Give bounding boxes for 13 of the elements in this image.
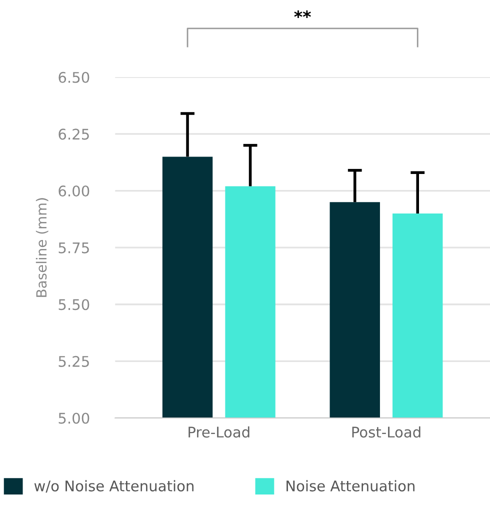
y-tick-label: 6.00 — [58, 185, 90, 197]
y-tick-label: 6.50 — [58, 72, 90, 83]
x-tick-label: Post-Load — [352, 426, 420, 438]
y-axis-title: Baseline (mm) — [36, 198, 48, 297]
y-tick-label: 5.75 — [58, 242, 89, 254]
legend-label: Noise Attenuation — [286, 480, 414, 492]
y-tick-label: 5.25 — [58, 356, 89, 367]
y-tick-label: 6.25 — [58, 128, 89, 140]
text: ** — [294, 10, 311, 18]
y-tick-label: 5.00 — [58, 412, 90, 424]
y-tick-label: 5.50 — [58, 299, 90, 310]
x-tick-label: Pre-Load — [188, 426, 250, 438]
legend-label: w/o Noise Attenuation — [34, 480, 194, 493]
